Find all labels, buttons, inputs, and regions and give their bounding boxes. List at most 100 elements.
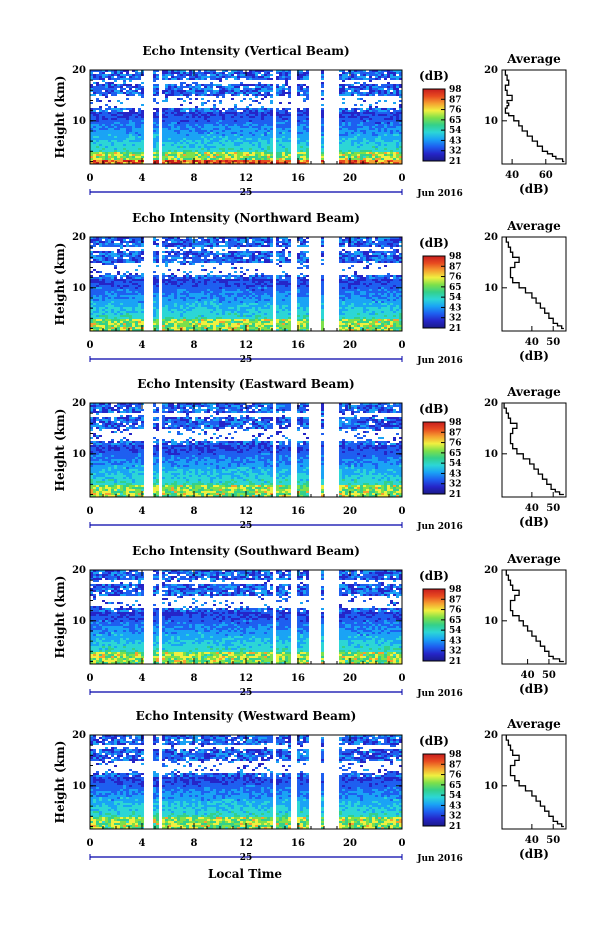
heatmap-cell: [258, 86, 261, 88]
heatmap-cell: [105, 154, 108, 156]
heatmap-cell: [189, 88, 192, 90]
heatmap-cell: [198, 84, 201, 86]
heatmap-cell: [135, 78, 138, 80]
heatmap-cell: [276, 154, 279, 156]
heatmap-cell: [378, 70, 381, 72]
heatmap-cell: [126, 285, 129, 287]
heatmap-cell: [117, 261, 120, 263]
heatmap-cell: [378, 134, 381, 136]
heatmap-cell: [132, 299, 135, 301]
heatmap-cell: [228, 128, 231, 130]
heatmap-cell: [183, 327, 186, 329]
heatmap-cell: [102, 126, 105, 128]
heatmap-cell: [306, 124, 309, 126]
heatmap-cell: [345, 154, 348, 156]
heatmap-cell: [90, 305, 93, 307]
heatmap-cell: [132, 329, 135, 331]
heatmap-cell: [183, 92, 186, 94]
heatmap-cell: [132, 323, 135, 325]
heatmap-cell: [93, 329, 96, 331]
heatmap-cell: [360, 134, 363, 136]
heatmap-cell: [96, 241, 99, 243]
heatmap-cell: [156, 301, 159, 303]
heatmap-cell: [189, 257, 192, 259]
heatmap-cell: [216, 154, 219, 156]
heatmap-cell: [222, 152, 225, 154]
heatmap-cell: [120, 88, 123, 90]
heatmap-cell: [303, 88, 306, 90]
heatmap-cell: [231, 110, 234, 112]
heatmap-cell: [342, 124, 345, 126]
heatmap-cell: [267, 114, 270, 116]
heatmap-cell: [141, 138, 144, 140]
heatmap-cell: [153, 90, 156, 92]
heatmap-cell: [369, 90, 372, 92]
heatmap-cell: [138, 243, 141, 245]
heatmap-cell: [126, 307, 129, 309]
heatmap-cell: [123, 76, 126, 78]
heatmap-cell: [399, 118, 402, 120]
heatmap-cell: [177, 70, 180, 72]
heatmap-cell: [189, 325, 192, 327]
heatmap-cell: [198, 114, 201, 116]
heatmap-cell: [252, 132, 255, 134]
heatmap-cell: [255, 152, 258, 154]
heatmap-cell: [165, 325, 168, 327]
heatmap-cell: [357, 92, 360, 94]
heatmap-cell: [156, 90, 159, 92]
heatmap-cell: [153, 142, 156, 144]
heatmap-cell: [126, 281, 129, 283]
heatmap-cell: [108, 148, 111, 150]
heatmap-cell: [276, 134, 279, 136]
heatmap-cell: [177, 152, 180, 154]
heatmap-cell: [201, 297, 204, 299]
heatmap-cell: [360, 154, 363, 156]
heatmap-cell: [153, 108, 156, 110]
heatmap-cell: [96, 321, 99, 323]
heatmap-cell: [354, 134, 357, 136]
heatmap-cell: [90, 116, 93, 118]
heatmap-cell: [258, 122, 261, 124]
heatmap-cell: [189, 263, 192, 265]
heatmap-cell: [339, 108, 342, 110]
heatmap-cell: [285, 92, 288, 94]
heatmap-cell: [249, 110, 252, 112]
heatmap-cell: [393, 76, 396, 78]
heatmap-cell: [276, 108, 279, 110]
heatmap-cell: [120, 307, 123, 309]
heatmap-cell: [168, 142, 171, 144]
heatmap-cell: [141, 307, 144, 309]
heatmap-cell: [162, 257, 165, 259]
heatmap-cell: [210, 126, 213, 128]
heatmap-cell: [165, 243, 168, 245]
heatmap-cell: [99, 154, 102, 156]
heatmap-cell: [201, 305, 204, 307]
heatmap-cell: [375, 138, 378, 140]
heatmap-cell: [279, 138, 282, 140]
heatmap-cell: [282, 134, 285, 136]
heatmap-cell: [201, 136, 204, 138]
heatmap-cell: [165, 134, 168, 136]
heatmap-cell: [180, 279, 183, 281]
heatmap-cell: [102, 293, 105, 295]
heatmap-cell: [321, 104, 324, 106]
heatmap-cell: [180, 70, 183, 72]
heatmap-cell: [279, 72, 282, 74]
heatmap-cell: [354, 160, 357, 162]
heatmap-cell: [225, 78, 228, 80]
heatmap-cell: [264, 74, 267, 76]
heatmap-cell: [384, 94, 387, 96]
heatmap-cell: [192, 251, 195, 253]
heatmap-cell: [189, 243, 192, 245]
heatmap-cell: [174, 253, 177, 255]
heatmap-cell: [180, 253, 183, 255]
heatmap-cell: [117, 273, 120, 275]
heatmap-cell: [117, 108, 120, 110]
heatmap-cell: [114, 293, 117, 295]
heatmap-cell: [201, 279, 204, 281]
heatmap-cell: [393, 74, 396, 76]
heatmap-cell: [99, 70, 102, 72]
heatmap-cell: [237, 124, 240, 126]
heatmap-cell: [225, 126, 228, 128]
heatmap-cell: [264, 122, 267, 124]
